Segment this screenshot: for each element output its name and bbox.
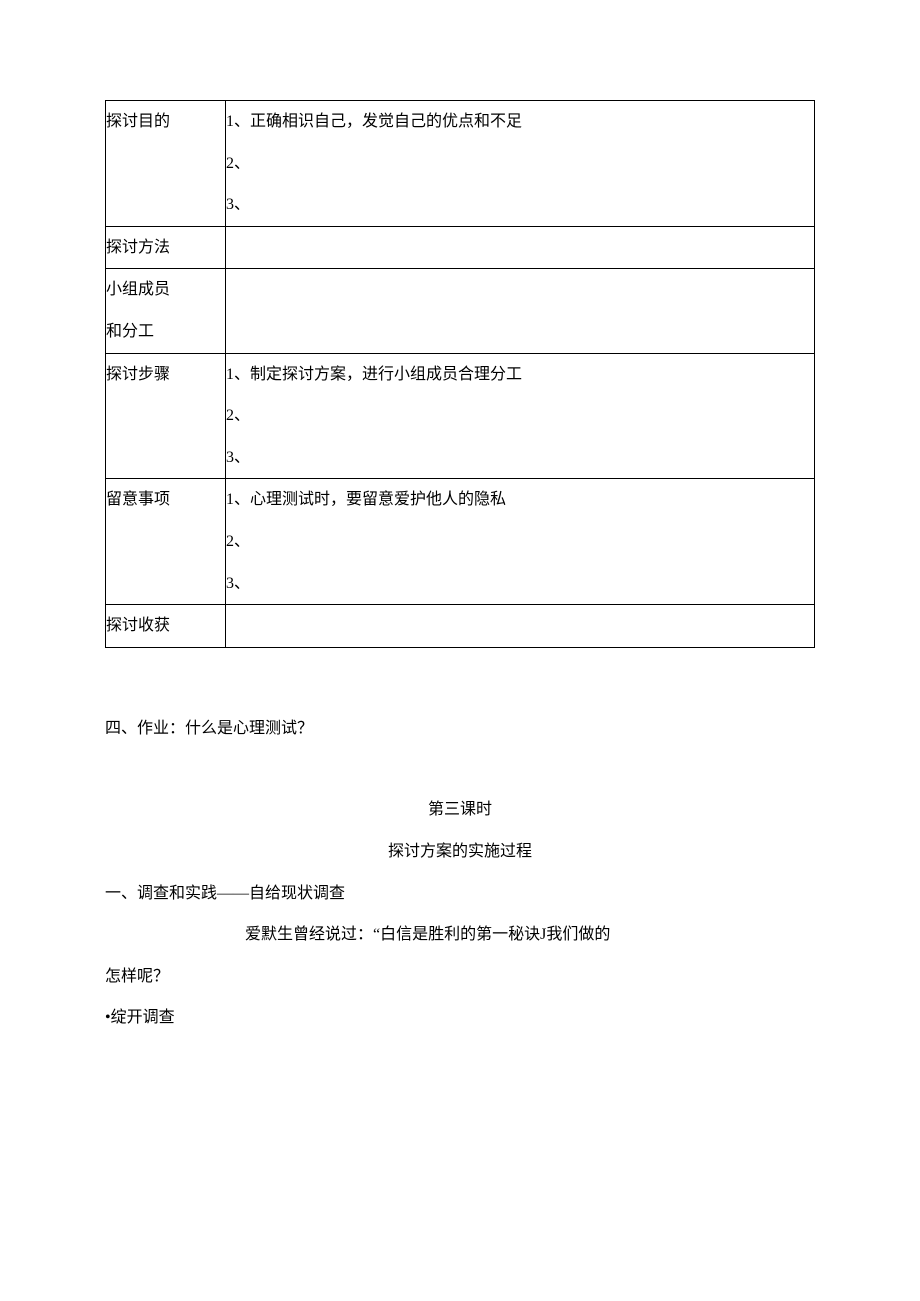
content-line: 3、 — [226, 184, 814, 226]
table-row: 留意事项1、心理测试时，要留意爱护他人的隐私2、3、 — [106, 479, 815, 605]
table-row: 探讨收获 — [106, 605, 815, 648]
table-row: 探讨方法 — [106, 226, 815, 269]
research-plan-table: 探讨目的1、正确相识自己，发觉自己的优点和不足2、3、探讨方法 小组成员 和分工… — [105, 100, 815, 648]
row-content: 1、正确相识自己，发觉自己的优点和不足2、3、 — [226, 101, 815, 227]
row-label: 留意事项 — [106, 479, 226, 605]
content-line: 1、制定探讨方案，进行小组成员合理分工 — [226, 354, 814, 396]
table-row: 探讨步骤1、制定探讨方案，进行小组成员合理分工2、3、 — [106, 353, 815, 479]
content-line: 1、心理测试时，要留意爱护他人的隐私 — [226, 479, 814, 521]
row-content — [226, 269, 815, 353]
lesson-title: 第三课时 — [105, 789, 815, 831]
homework-line: 四、作业：什么是心理测试？ — [105, 708, 815, 750]
lesson-subtitle: 探讨方案的实施过程 — [105, 831, 815, 873]
table-row: 小组成员 和分工 — [106, 269, 815, 353]
content-line: 1、正确相识自己，发觉自己的优点和不足 — [226, 101, 814, 143]
document-page: 探讨目的1、正确相识自己，发觉自己的优点和不足2、3、探讨方法 小组成员 和分工… — [0, 0, 920, 1301]
content-line: 3、 — [226, 437, 814, 479]
row-label: 探讨目的 — [106, 101, 226, 227]
row-label: 小组成员 和分工 — [106, 269, 226, 353]
content-line: 2、 — [226, 143, 814, 185]
row-content — [226, 226, 815, 269]
table-body: 探讨目的1、正确相识自己，发觉自己的优点和不足2、3、探讨方法 小组成员 和分工… — [106, 101, 815, 648]
row-content — [226, 605, 815, 648]
spacer — [105, 749, 815, 789]
quote-continuation: 怎样呢？ — [105, 956, 815, 998]
row-content: 1、心理测试时，要留意爱护他人的隐私2、3、 — [226, 479, 815, 605]
row-label: 探讨收获 — [106, 605, 226, 648]
row-label: 探讨方法 — [106, 226, 226, 269]
table-row: 探讨目的1、正确相识自己，发觉自己的优点和不足2、3、 — [106, 101, 815, 227]
section-heading: 一、调查和实践——自给现状调查 — [105, 873, 815, 915]
row-label: 探讨步骤 — [106, 353, 226, 479]
bullet-line: •绽开调查 — [105, 997, 815, 1039]
quote-line: 爱默生曾经说过：“白信是胜利的第一秘诀J我们做的 — [105, 914, 815, 956]
content-line: 2、 — [226, 395, 814, 437]
content-line: 3、 — [226, 563, 814, 605]
content-line: 2、 — [226, 521, 814, 563]
row-content: 1、制定探讨方案，进行小组成员合理分工2、3、 — [226, 353, 815, 479]
